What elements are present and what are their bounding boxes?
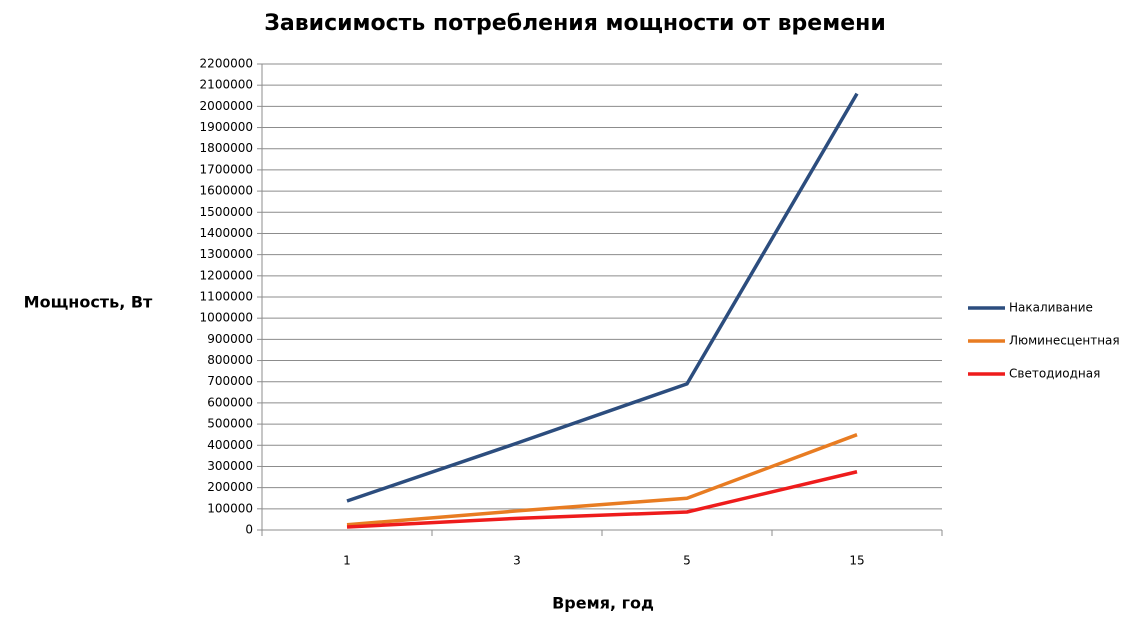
y-tick-label: 900000 — [207, 332, 253, 346]
series-line — [346, 433, 858, 527]
chart-title: Зависимость потребления мощности от врем… — [264, 11, 886, 36]
y-tick-label: 1700000 — [200, 162, 253, 176]
y-tick-label: 1100000 — [200, 290, 253, 304]
y-tick-label: 1800000 — [200, 141, 253, 155]
y-tick-label: 1200000 — [200, 268, 253, 282]
legend-label: Люминесцентная — [1009, 334, 1120, 348]
x-tick-label: 15 — [849, 554, 864, 568]
y-tick-label: 2200000 — [200, 57, 253, 71]
legend-label: Светодиодная — [1009, 367, 1100, 381]
y-tick-label: 200000 — [207, 480, 253, 494]
y-tick-label: 1300000 — [200, 247, 253, 261]
y-tick-label: 300000 — [207, 459, 253, 473]
series-line — [346, 470, 858, 529]
x-tick-label: 3 — [513, 554, 521, 568]
x-tick-label: 5 — [683, 554, 691, 568]
y-tick-label: 0 — [245, 523, 253, 537]
series-line — [346, 92, 859, 503]
y-tick-label: 2100000 — [200, 78, 253, 92]
y-tick-label: 500000 — [207, 417, 253, 431]
y-tick-label: 1000000 — [200, 311, 253, 325]
y-tick-label: 1500000 — [200, 205, 253, 219]
legend-label: Накаливание — [1009, 301, 1093, 315]
y-tick-label: 400000 — [207, 438, 253, 452]
y-tick-label: 1900000 — [200, 120, 253, 134]
y-tick-label: 2000000 — [200, 99, 253, 113]
x-tick-label: 1 — [343, 554, 351, 568]
y-tick-label: 600000 — [207, 395, 253, 409]
y-tick-label: 100000 — [207, 501, 253, 515]
y-tick-label: 1600000 — [200, 184, 253, 198]
y-tick-label: 700000 — [207, 374, 253, 388]
y-tick-label: 1400000 — [200, 226, 253, 240]
y-tick-label: 800000 — [207, 353, 253, 367]
x-axis-title: Время, год — [552, 594, 654, 613]
y-axis-title: Мощность, Вт — [24, 293, 153, 312]
